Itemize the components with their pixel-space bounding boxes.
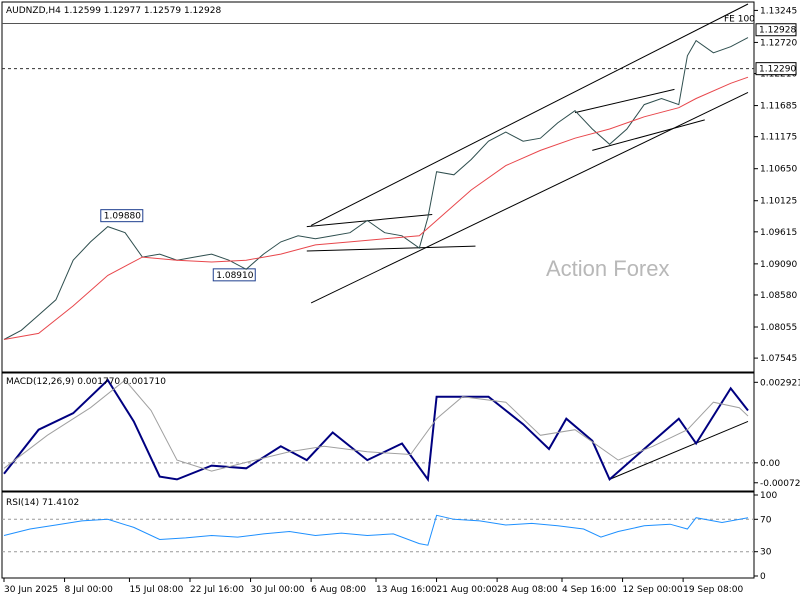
y-tick-label: 1.07545 xyxy=(760,354,797,364)
price-panel-frame xyxy=(1,1,755,373)
last-price-label: 1.12928 xyxy=(759,26,796,36)
rsi-series-line xyxy=(3,514,749,546)
x-tick-label: 21 Aug 00:00 xyxy=(437,585,498,595)
y-tick-label: 0 xyxy=(760,572,766,582)
x-tick-label: 28 Aug 08:00 xyxy=(497,585,558,595)
swing-annotation-label: 1.08910 xyxy=(216,271,253,281)
rsi-title: RSI(14) 71.4102 xyxy=(6,498,79,508)
fe-level-label: FE 100 xyxy=(724,15,755,25)
x-tick-label: 15 Jul 08:00 xyxy=(129,585,183,595)
y-tick-label: 30 xyxy=(760,548,772,558)
support-level-label: 1.12290 xyxy=(759,65,796,75)
trend-line xyxy=(310,3,749,226)
x-tick-label: 30 Jun 2025 xyxy=(4,585,58,595)
price-panel: FE 100 1.09880 1.08910 AUDNZD,H4 1.12599 1… xyxy=(1,1,755,373)
macd-panel: MACD(12,26,9) 0.001770 0.001710 xyxy=(1,372,755,492)
y-tick-label: 1.10125 xyxy=(760,197,797,207)
y-tick-label: 0.00 xyxy=(760,459,780,469)
x-tick-label: 13 Aug 16:00 xyxy=(376,585,437,595)
swing-annotation-box xyxy=(212,268,256,282)
swing-annotation-box xyxy=(100,209,144,223)
x-tick-label: 4 Sep 16:00 xyxy=(562,585,617,595)
watermark: Action Forex xyxy=(546,256,670,281)
rsi-panel: RSI(14) 71.4102 xyxy=(1,491,755,579)
price-series-line xyxy=(3,37,749,340)
macd-title: MACD(12,26,9) 0.001770 0.001710 xyxy=(6,377,166,387)
trend-line xyxy=(574,88,675,114)
y-tick-label: 1.12720 xyxy=(760,38,797,48)
y-tick-label: 1.11685 xyxy=(760,102,797,112)
support-level-box xyxy=(755,62,797,76)
y-axes: 1.132451.127201.122101.116851.111751.106… xyxy=(754,6,800,582)
last-price-box xyxy=(755,23,797,37)
x-tick-label: 22 Jul 16:00 xyxy=(190,585,244,595)
price-title: AUDNZD,H4 1.12599 1.12977 1.12579 1.1292… xyxy=(6,6,221,16)
x-tick-label: 8 Jul 00:00 xyxy=(65,585,114,595)
y-tick-label: -0.000724 xyxy=(760,479,800,489)
macd-series-line xyxy=(3,379,749,472)
y-tick-label: 1.09615 xyxy=(760,228,797,238)
x-tick-label: 12 Sep 00:00 xyxy=(623,585,683,595)
trend-line xyxy=(592,119,705,151)
x-axis: 30 Jun 2025 8 Jul 00:00 15 Jul 08:00 22 Jul… xyxy=(3,578,743,595)
y-tick-label: 1.10650 xyxy=(760,165,797,175)
y-tick-label: 1.11175 xyxy=(760,133,797,143)
y-tick-label: 0.002921 xyxy=(760,378,800,388)
y-tick-label: 1.13245 xyxy=(760,6,797,16)
trend-line xyxy=(609,421,749,480)
x-tick-label: 19 Sep 08:00 xyxy=(683,585,743,595)
y-tick-label: 1.08580 xyxy=(760,291,797,301)
trend-line xyxy=(306,213,433,228)
macd-series-line xyxy=(3,378,749,483)
trend-line xyxy=(306,245,476,252)
price-series-line xyxy=(3,76,749,340)
x-tick-label: 6 Aug 08:00 xyxy=(311,585,366,595)
y-tick-label: 1.09090 xyxy=(760,260,797,270)
y-tick-label: 70 xyxy=(760,515,772,525)
swing-annotation-label: 1.09880 xyxy=(104,212,141,222)
y-tick-label: 100 xyxy=(760,491,777,501)
x-tick-label: 30 Jul 00:00 xyxy=(251,585,305,595)
y-tick-label: 1.08055 xyxy=(760,323,797,333)
